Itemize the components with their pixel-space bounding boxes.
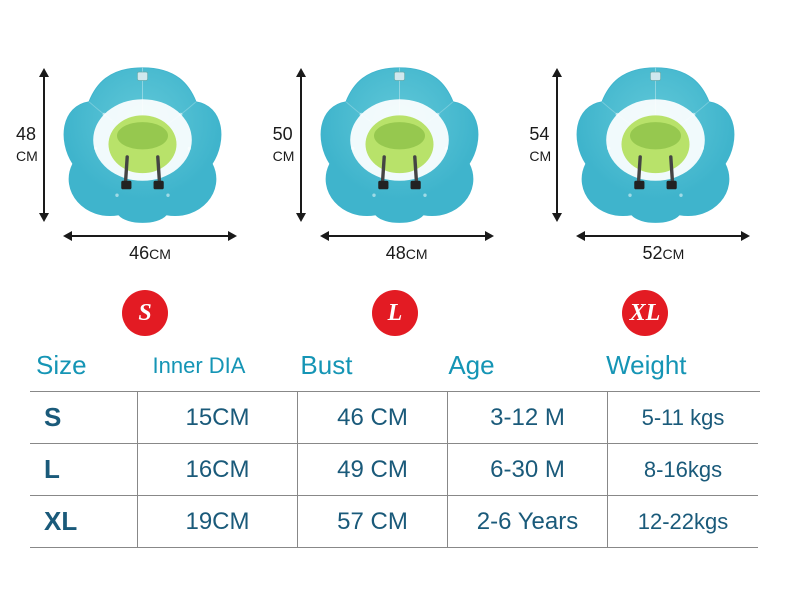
- width-dimension: 52CM: [578, 235, 748, 265]
- height-arrow-icon: [43, 70, 45, 220]
- cell-inner-dia: 19CM: [138, 496, 298, 548]
- cell-age: 2-6 Years: [448, 496, 608, 548]
- cell-weight: 5-11 kgs: [608, 392, 758, 444]
- header-bust: Bust: [300, 350, 448, 381]
- table-row: L 16CM 49 CM 6-30 M 8-16kgs: [30, 444, 760, 496]
- product-image-xl: [568, 55, 743, 225]
- products-row: 48CM: [0, 0, 790, 240]
- width-dimension: 48CM: [322, 235, 492, 265]
- table-row: S 15CM 46 CM 3-12 M 5-11 kgs: [30, 392, 760, 444]
- product-image-s: [55, 55, 230, 225]
- cell-age: 3-12 M: [448, 392, 608, 444]
- size-badge-s: S: [122, 290, 168, 336]
- width-value: 48CM: [322, 243, 492, 264]
- cell-weight: 12-22kgs: [608, 496, 758, 548]
- cell-inner-dia: 16CM: [138, 444, 298, 496]
- table-body: S 15CM 46 CM 3-12 M 5-11 kgs L 16CM 49 C…: [30, 391, 760, 548]
- product-s: 48CM: [20, 30, 257, 230]
- size-badge-l: L: [372, 290, 418, 336]
- table-row: XL 19CM 57 CM 2-6 Years 12-22kgs: [30, 496, 760, 548]
- cell-bust: 46 CM: [298, 392, 448, 444]
- height-arrow-icon: [300, 70, 302, 220]
- cell-size: XL: [30, 496, 138, 548]
- cell-size: S: [30, 392, 138, 444]
- height-dimension: 54CM: [529, 70, 567, 220]
- cell-weight: 8-16kgs: [608, 444, 758, 496]
- product-image-l: [312, 55, 487, 225]
- size-table: Size Inner DIA Bust Age Weight S 15CM 46…: [0, 350, 790, 558]
- cell-bust: 57 CM: [298, 496, 448, 548]
- cell-inner-dia: 15CM: [138, 392, 298, 444]
- cell-bust: 49 CM: [298, 444, 448, 496]
- product-xl: 54CM: [533, 30, 770, 230]
- height-value: 50CM: [273, 124, 295, 166]
- height-value: 48CM: [16, 124, 38, 166]
- width-dimension: 46CM: [65, 235, 235, 265]
- cell-age: 6-30 M: [448, 444, 608, 496]
- header-weight: Weight: [606, 350, 754, 381]
- height-value: 54CM: [529, 124, 551, 166]
- table-header-row: Size Inner DIA Bust Age Weight: [30, 350, 760, 391]
- width-value: 46CM: [65, 243, 235, 264]
- width-arrow-icon: [322, 235, 492, 237]
- height-arrow-icon: [556, 70, 558, 220]
- width-arrow-icon: [65, 235, 235, 237]
- height-dimension: 48CM: [16, 70, 54, 220]
- size-badge-xl: XL: [622, 290, 668, 336]
- width-arrow-icon: [578, 235, 748, 237]
- header-age: Age: [448, 350, 606, 381]
- height-dimension: 50CM: [273, 70, 311, 220]
- header-size: Size: [36, 350, 143, 381]
- header-dia: Inner DIA: [143, 350, 301, 381]
- product-l: 50CM: [277, 30, 514, 230]
- width-value: 52CM: [578, 243, 748, 264]
- cell-size: L: [30, 444, 138, 496]
